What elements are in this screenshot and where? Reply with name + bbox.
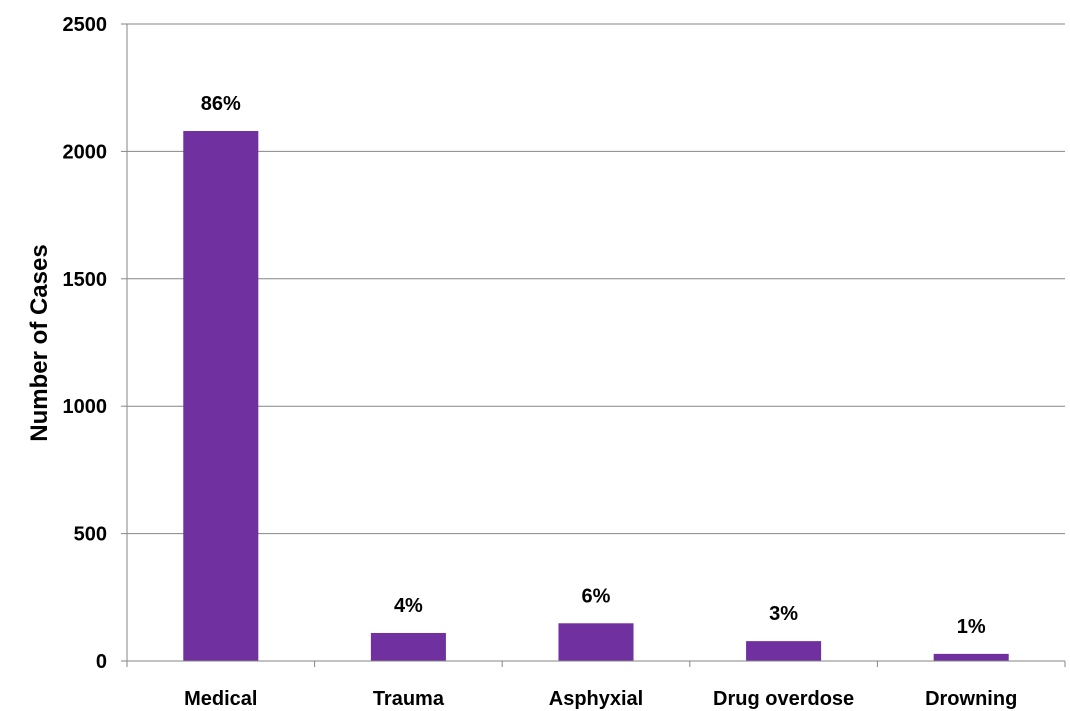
y-tick-label: 1500 <box>63 269 108 291</box>
bar-trauma <box>370 632 446 661</box>
y-tick-label: 0 <box>96 651 107 673</box>
x-tick-label: Drug overdose <box>713 688 854 710</box>
data-label: 3% <box>769 603 798 625</box>
y-tick-label: 1000 <box>63 396 108 418</box>
bars <box>183 131 1009 662</box>
bar-drug-overdose <box>746 641 822 661</box>
gridlines <box>127 23 1065 535</box>
bar-medical <box>183 131 259 662</box>
data-label: 6% <box>582 585 611 607</box>
y-axis-title: Number of Cases <box>26 244 53 441</box>
y-tick-label: 2000 <box>63 141 108 163</box>
x-tick-label: Medical <box>184 688 257 710</box>
y-tick-label: 500 <box>74 524 107 546</box>
data-label: 86% <box>201 93 241 115</box>
bar-drowning <box>933 653 1009 661</box>
y-tick-label: 2500 <box>63 14 108 36</box>
data-labels: 86% 4% 6% 3% 1% <box>201 93 986 638</box>
data-label: 4% <box>394 595 423 617</box>
data-label: 1% <box>957 616 986 638</box>
x-tick-labels: Medical Trauma Asphyxial Drug overdose Drown… <box>126 661 1066 710</box>
x-tick-label: Trauma <box>373 688 445 710</box>
x-tick-label: Drowning <box>925 688 1017 710</box>
x-tick-label: Asphyxial <box>549 688 643 710</box>
y-tick-labels: 0 500 1000 1500 2000 2500 <box>63 14 127 673</box>
axes <box>126 24 1065 662</box>
bar-asphyxial <box>558 623 634 661</box>
